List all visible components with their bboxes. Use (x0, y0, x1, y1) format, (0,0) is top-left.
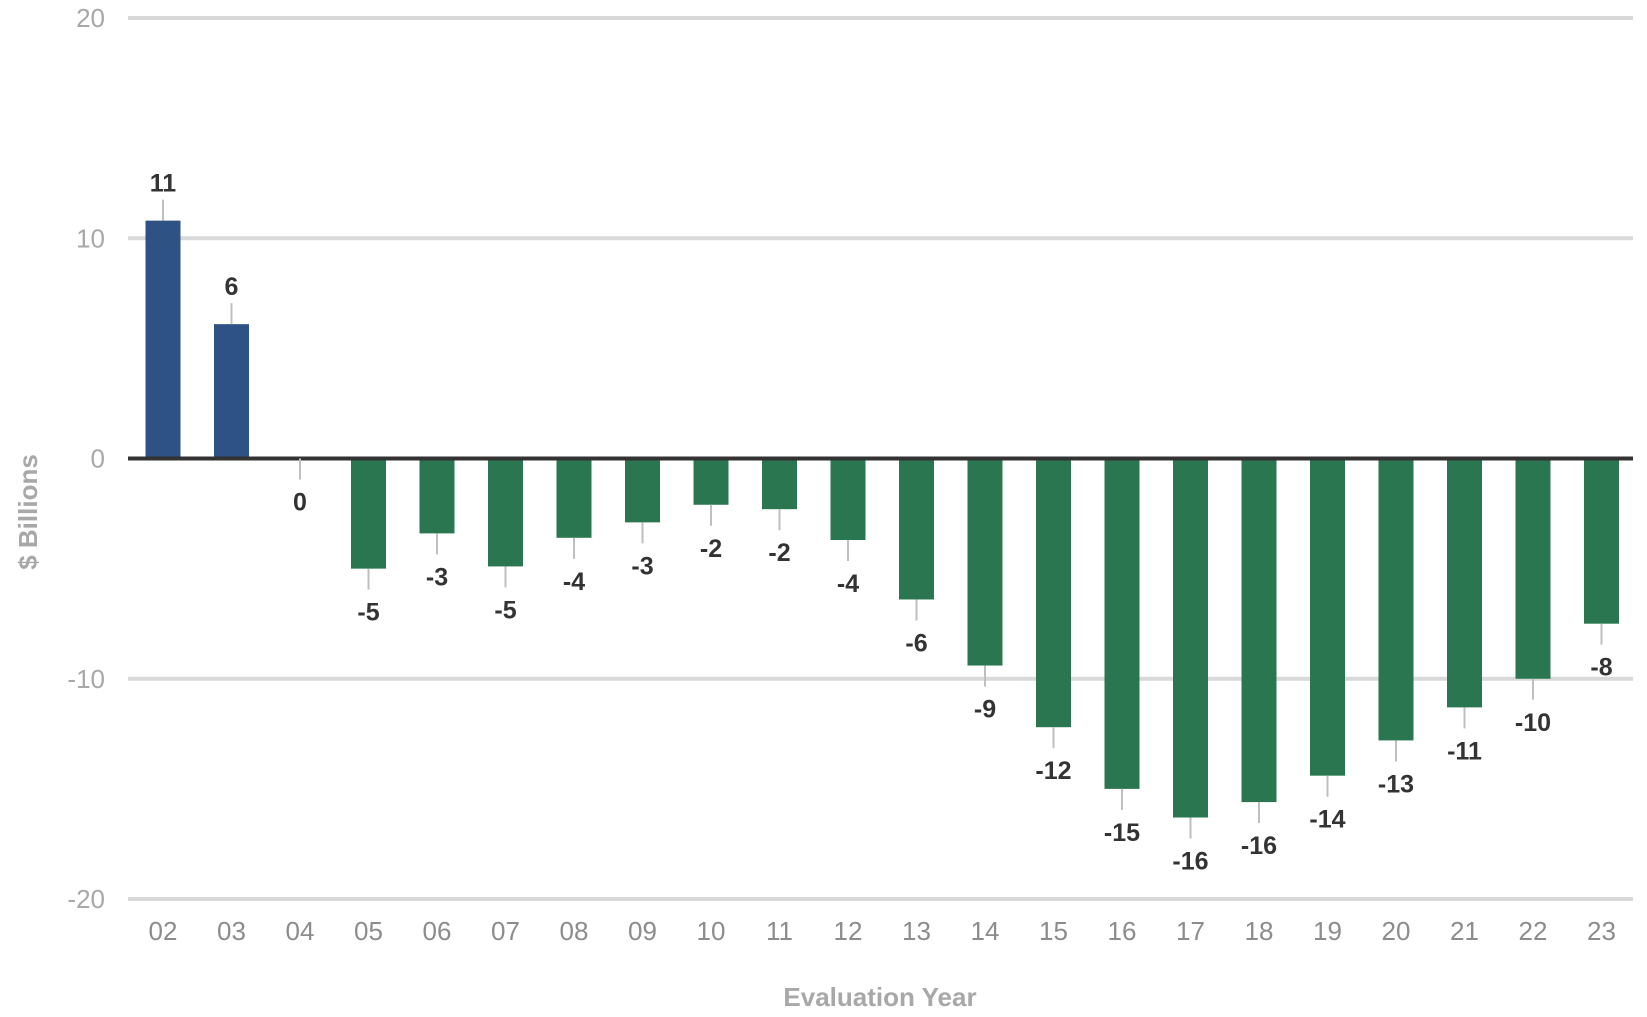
x-tick-label: 23 (1587, 916, 1616, 946)
y-tick-label: 20 (76, 3, 105, 33)
data-label: -16 (1241, 832, 1277, 860)
data-label: -9 (974, 696, 996, 724)
x-tick-label: 03 (217, 916, 246, 946)
data-label: -11 (1447, 737, 1482, 765)
data-label: -6 (905, 629, 927, 657)
x-tick-label: 12 (834, 916, 863, 946)
bar (1584, 458, 1619, 624)
bar (214, 324, 249, 459)
x-tick-label: 16 (1108, 916, 1137, 946)
x-tick-label: 21 (1450, 916, 1479, 946)
data-label: -4 (837, 570, 859, 598)
data-label: -14 (1309, 806, 1345, 834)
y-tick-label: 0 (91, 444, 105, 474)
bar (1104, 458, 1140, 789)
x-tick-label: 20 (1382, 916, 1411, 946)
data-label: -3 (426, 563, 448, 591)
bar (556, 458, 592, 538)
data-label: -12 (1035, 757, 1071, 785)
data-label: 11 (150, 170, 177, 198)
x-tick-label: 02 (149, 916, 178, 946)
bars (145, 220, 1619, 818)
x-tick-label: 19 (1313, 916, 1342, 946)
bar (899, 458, 934, 600)
bar (1241, 458, 1277, 803)
data-label: -4 (563, 568, 585, 596)
data-label: -8 (1590, 654, 1612, 682)
bar (351, 458, 386, 569)
label-leaders (162, 199, 1603, 839)
bar (145, 220, 181, 459)
data-label: -2 (768, 539, 790, 567)
y-axis-title: $ Billions (13, 454, 43, 570)
y-tick-label: -20 (67, 884, 105, 914)
data-label: -5 (357, 599, 379, 627)
x-axis-title: Evaluation Year (783, 982, 976, 1012)
gridlines (128, 16, 1633, 901)
x-tick-label: 15 (1039, 916, 1068, 946)
x-axis-ticks: 02 03 04 05 06 07 08 09 10 11 12 13 14 15 16 17 18 19 20 21… (149, 916, 1616, 946)
y-axis-ticks: 20 10 0 -10 -20 (67, 3, 105, 914)
x-tick-label: 18 (1245, 916, 1274, 946)
data-label: -3 (631, 552, 653, 580)
bar (1310, 458, 1345, 776)
data-label: -13 (1378, 770, 1414, 798)
bar (1173, 458, 1208, 818)
bar (693, 458, 729, 505)
x-tick-label: 07 (491, 916, 520, 946)
data-label: 0 (293, 489, 307, 517)
x-tick-label: 14 (971, 916, 1000, 946)
data-label: -5 (494, 596, 516, 624)
x-tick-label: 08 (560, 916, 589, 946)
y-tick-label: -10 (67, 664, 105, 694)
bar (1036, 458, 1071, 728)
data-label: -16 (1172, 848, 1208, 876)
y-tick-label: 10 (76, 223, 105, 253)
bar (1515, 458, 1551, 679)
x-tick-label: 13 (902, 916, 931, 946)
data-label: -10 (1515, 709, 1551, 737)
x-tick-label: 04 (286, 916, 315, 946)
x-tick-label: 05 (354, 916, 383, 946)
x-tick-label: 09 (628, 916, 657, 946)
bar (488, 458, 523, 567)
data-label: -2 (700, 535, 722, 563)
x-tick-label: 06 (423, 916, 452, 946)
data-label: 6 (225, 273, 239, 301)
data-labels: 11 6 0 -5 -3 -5 -4 -3 -2 -2 -4 -6 -9 -12 -15 -16 -16 -14 -… (150, 170, 1613, 876)
data-label: -15 (1104, 819, 1140, 847)
x-tick-label: 10 (697, 916, 726, 946)
bar (625, 458, 660, 523)
bar (762, 458, 797, 510)
bar (1378, 458, 1414, 741)
bar (1447, 458, 1482, 708)
bar (830, 458, 866, 540)
bar (419, 458, 455, 534)
bar (967, 458, 1003, 666)
x-tick-label: 11 (766, 916, 793, 946)
x-tick-label: 22 (1519, 916, 1548, 946)
x-tick-label: 17 (1176, 916, 1205, 946)
